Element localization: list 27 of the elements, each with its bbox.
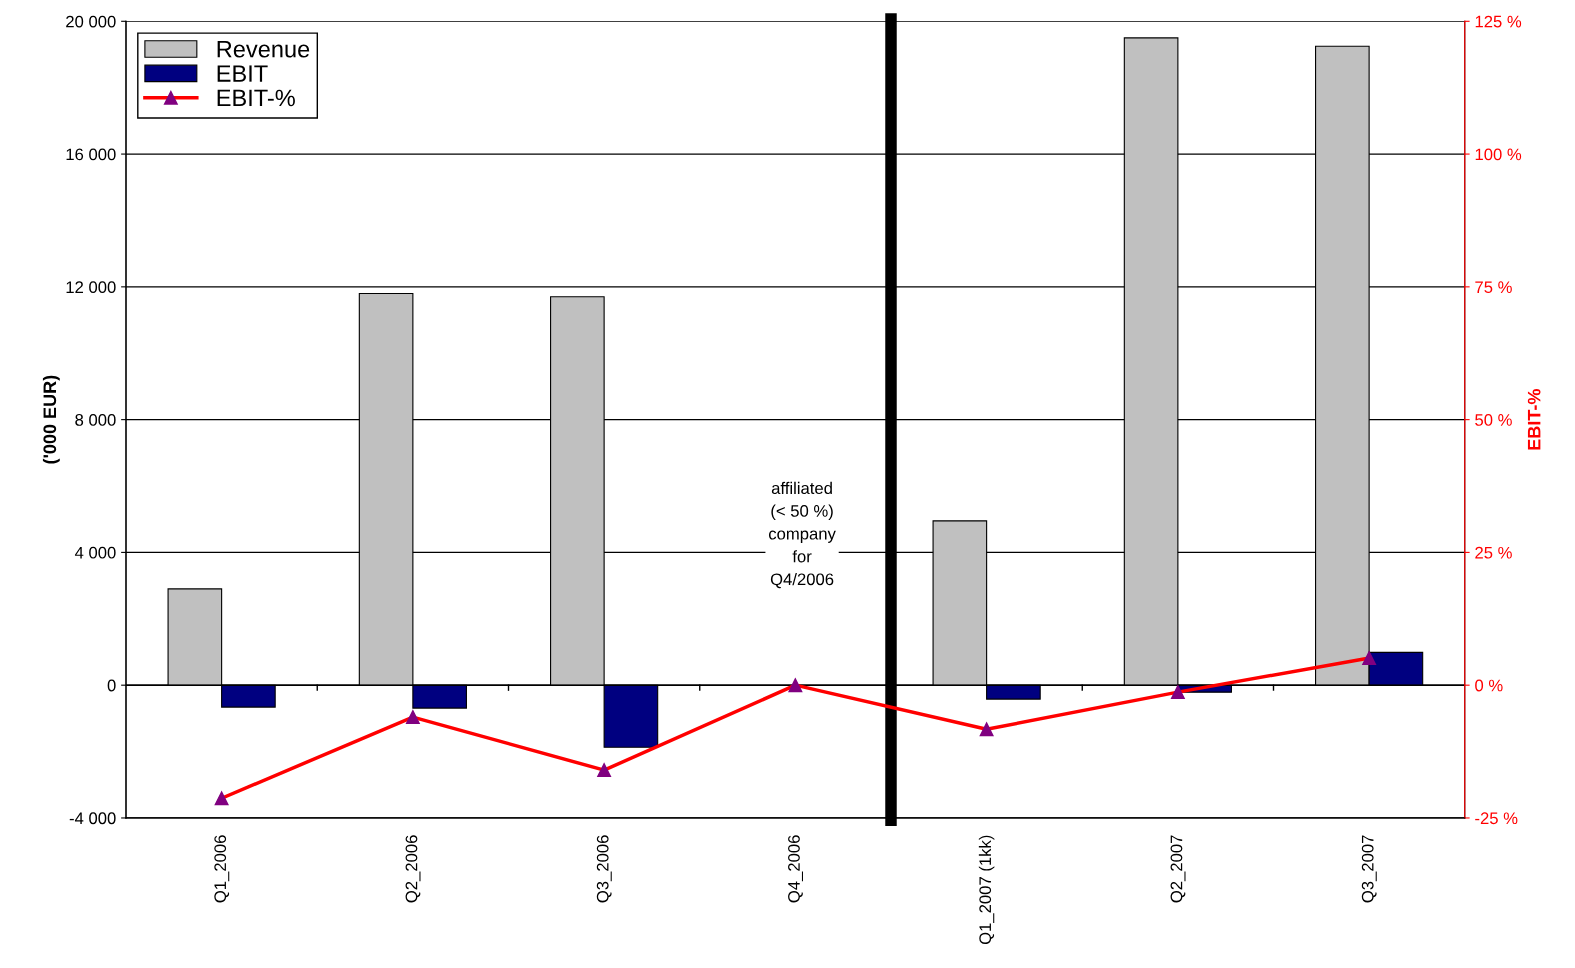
legend-label: EBIT <box>217 65 268 82</box>
x-tick-label: Q1_2007 (1kk) <box>978 835 995 945</box>
y2-tick-label: 50 % <box>1475 414 1512 426</box>
legend-label: EBIT-% <box>217 89 295 107</box>
x-tick-label: Q3_2006 <box>596 835 612 903</box>
y-tick-label: 0 <box>107 679 116 692</box>
y2-tick-label: 25 % <box>1475 546 1512 559</box>
y-tick-label: 4 000 <box>74 546 116 559</box>
x-tick-label: Q2_2006 <box>405 835 421 903</box>
y-tick-label: -4 000 <box>69 812 116 825</box>
x-tick-label: Q1_2006 <box>214 835 230 903</box>
y-tick-label: 20 000 <box>66 15 116 28</box>
y2-tick-label: 100 % <box>1475 148 1522 161</box>
y2-tick-label: -25 % <box>1475 812 1518 825</box>
y2-tick-label: 0 % <box>1475 679 1503 692</box>
y2-axis-title: EBIT-% <box>1527 389 1541 450</box>
annotation: affiliated (< 50 %) company for Q4/2006 <box>768 481 836 589</box>
y2-tick-label: 75 % <box>1475 281 1512 294</box>
x-tick-label: Q4_2006 <box>788 835 803 903</box>
legend-label: Revenue <box>217 41 310 58</box>
y-tick-label: 12 000 <box>66 281 116 294</box>
x-tick-label: Q3_2007 <box>1361 835 1377 903</box>
x-tick-label: Q2_2007 <box>1170 835 1186 903</box>
y2-tick-label: 125 % <box>1475 15 1522 28</box>
y-tick-label: 16 000 <box>66 148 116 161</box>
y-axis-title: ('000 EUR) <box>42 375 60 464</box>
y-tick-label: 8 000 <box>75 414 116 426</box>
